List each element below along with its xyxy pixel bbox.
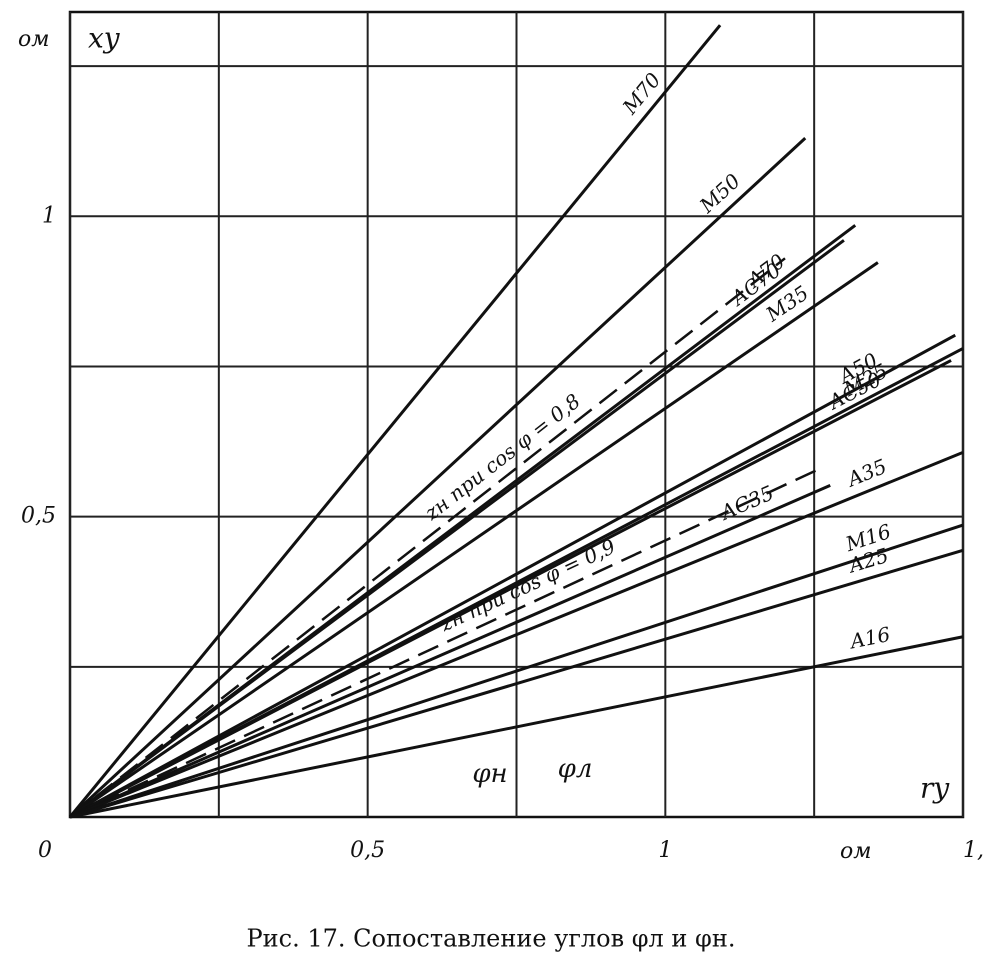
series-line <box>69 484 831 819</box>
series-line <box>69 523 964 819</box>
series-line <box>69 467 821 819</box>
series-label: M70 <box>617 68 666 120</box>
series-line <box>69 239 845 819</box>
x-axis-label: rу <box>920 772 950 805</box>
x-tick-label: 0,5 <box>350 838 385 863</box>
series-line <box>69 257 786 818</box>
caption: Рис. 17. Сопоставление углов φл и φн. <box>247 925 736 953</box>
x-tick-label: 0 <box>38 838 52 863</box>
series-label: M50 <box>694 169 745 219</box>
series-label: zн при cos φ = 0,8 <box>419 389 584 526</box>
y-tick-label: 0,5 <box>21 504 56 529</box>
series-line <box>69 261 879 819</box>
y-tick-label: 1 <box>42 203 56 228</box>
series-line <box>69 359 952 819</box>
series-line <box>69 450 964 819</box>
series-line <box>68 24 722 818</box>
y-axis-label: xу <box>88 22 121 55</box>
x-tick-label: 1,5. <box>963 838 983 863</box>
y-unit: ом <box>18 27 50 52</box>
series-label: AC35 <box>715 480 777 525</box>
angle-label: φн <box>472 759 507 789</box>
x-tick-label: 1 <box>658 838 672 863</box>
series-line <box>69 635 964 819</box>
x-unit: ом <box>840 839 872 864</box>
series-line <box>68 137 807 819</box>
series-line <box>69 548 964 819</box>
series-label: A16 <box>846 622 892 654</box>
angle-label: φл <box>558 754 593 784</box>
series-line <box>69 333 956 819</box>
series-label: zн при cos φ = 0,9 <box>436 534 620 636</box>
